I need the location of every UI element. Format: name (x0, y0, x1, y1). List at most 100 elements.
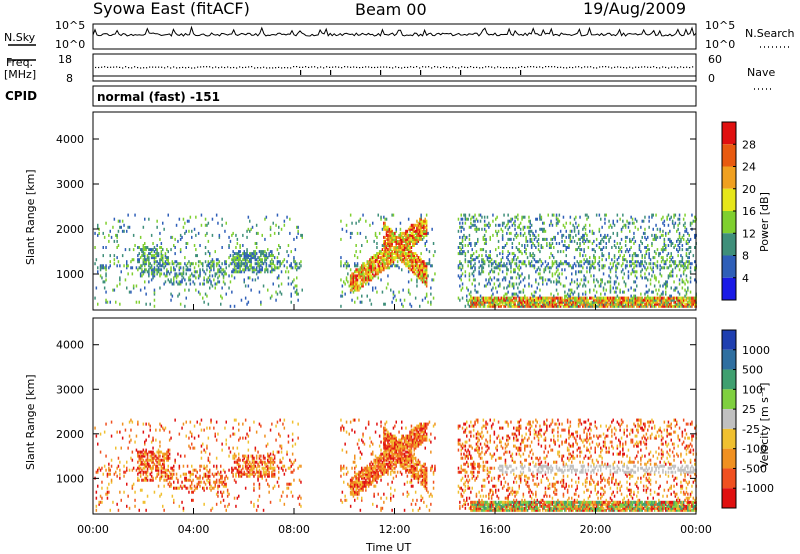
power-cell (401, 242, 403, 245)
velocity-cell (95, 508, 98, 512)
power-cell (618, 302, 620, 306)
power-cell (264, 268, 266, 272)
velocity-cell (197, 482, 200, 486)
power-cell (391, 229, 393, 233)
power-cell (394, 248, 396, 252)
power-cell (240, 270, 243, 274)
power-cell (178, 266, 181, 270)
power-cell (629, 260, 631, 264)
power-cell (554, 304, 556, 308)
power-cell (598, 260, 601, 264)
power-cell (378, 252, 381, 256)
power-cell (417, 256, 420, 260)
power-cell (510, 231, 512, 235)
power-cell (535, 270, 537, 274)
power-cell (407, 237, 410, 241)
power-cell (521, 304, 523, 308)
power-cell (417, 225, 420, 229)
power-cell (658, 298, 660, 302)
power-cell (623, 272, 625, 276)
power-cell (611, 300, 613, 304)
power-cell (482, 248, 485, 252)
power-cell (235, 246, 237, 249)
power-cell (168, 262, 171, 266)
power-cell (542, 278, 544, 282)
power-cell (510, 304, 512, 308)
power-cell (618, 298, 620, 302)
power-cell (548, 270, 551, 274)
power-cell (519, 290, 522, 294)
velocity-cell (159, 428, 161, 432)
power-cell (582, 266, 584, 270)
power-cell (634, 264, 637, 268)
power-cell (670, 239, 672, 243)
nave-dot (587, 66, 589, 68)
power-cell (387, 239, 389, 243)
power-cell (519, 298, 522, 302)
power-cell (645, 298, 648, 302)
velocity-cell (210, 418, 212, 422)
power-cell (506, 300, 508, 304)
power-cell (667, 231, 670, 235)
power-cell (247, 256, 250, 260)
power-cell (468, 292, 471, 296)
velocity-cell (95, 470, 98, 474)
velocity-cell (200, 456, 203, 460)
power-cell (653, 250, 656, 254)
velocity-cell (137, 450, 139, 454)
power-cell (387, 260, 389, 264)
power-cell (669, 296, 671, 300)
power-cell (558, 302, 561, 306)
power-cell (507, 258, 509, 262)
power-cell (113, 239, 116, 243)
power-cell (488, 225, 490, 229)
power-cell (533, 300, 536, 304)
power-cell (638, 296, 641, 300)
power-cell (416, 264, 418, 268)
power-cell (380, 258, 382, 262)
power-cell (244, 262, 247, 266)
power-cell (406, 264, 409, 268)
power-cell (235, 233, 237, 237)
power-cell (554, 272, 556, 276)
velocity-cell (157, 466, 160, 470)
power-cell (391, 250, 393, 254)
power-cell (420, 274, 422, 278)
nave-tick-top: 60 (708, 53, 722, 66)
power-cell (553, 246, 555, 249)
power-cell (421, 274, 424, 278)
power-cell (481, 268, 483, 272)
velocity-cell (206, 474, 208, 478)
velocity-cell (209, 480, 211, 484)
nsearch-label: N.Search (745, 27, 795, 40)
power-cell (565, 300, 567, 304)
power-cell (601, 302, 603, 306)
nave-dot (497, 66, 499, 68)
power-cell (519, 221, 522, 225)
power-cell (662, 290, 664, 294)
power-cell (630, 294, 632, 298)
velocity-cell (181, 500, 183, 504)
power-cell (506, 223, 508, 227)
nave-dot (149, 66, 151, 68)
power-cell (638, 262, 641, 266)
power-cell (385, 233, 388, 237)
power-cell (269, 262, 272, 266)
power-cell (296, 268, 298, 272)
power-cell (358, 286, 360, 290)
power-cell (648, 288, 650, 292)
power-cell (239, 250, 241, 254)
power-cell (249, 252, 251, 256)
power-cell (630, 246, 632, 249)
power-cell (579, 302, 581, 306)
power-cell (530, 298, 533, 302)
power-cell (647, 278, 649, 282)
power-cell (189, 268, 192, 272)
power-cell (501, 256, 504, 260)
velocity-cell (137, 460, 139, 464)
power-cell (428, 262, 431, 266)
power-cell (156, 252, 158, 256)
power-cell (493, 302, 496, 306)
power-cell (352, 280, 355, 284)
